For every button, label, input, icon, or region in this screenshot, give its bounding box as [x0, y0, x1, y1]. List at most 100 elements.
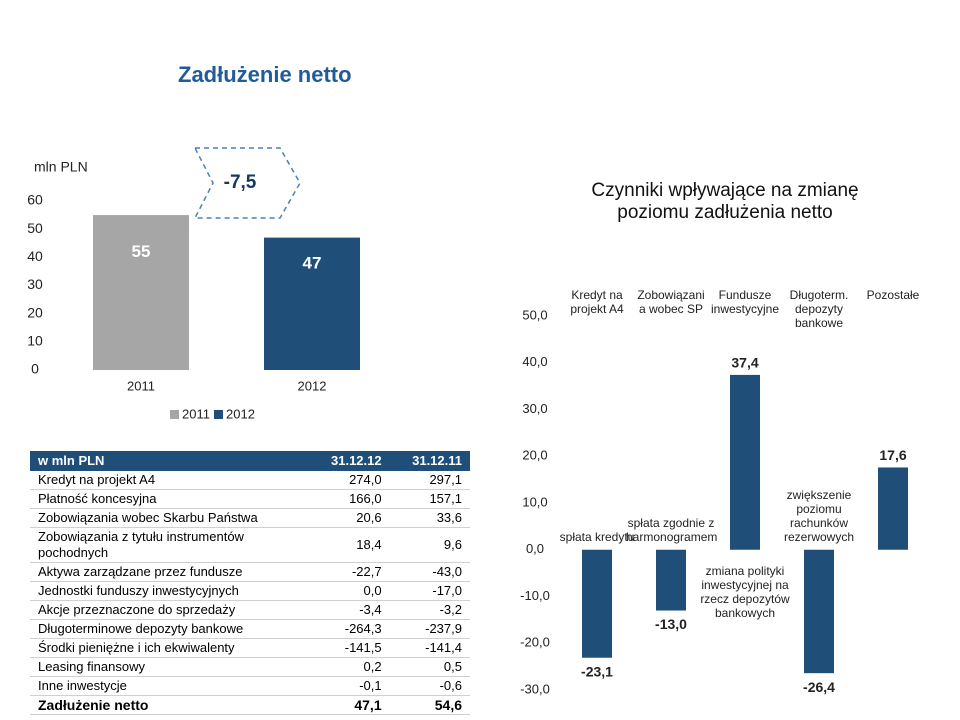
- table-cell: 31.12.12: [280, 451, 390, 471]
- table-cell: 9,6: [389, 527, 470, 563]
- y-tick-label: 20: [27, 304, 43, 320]
- table-cell: Środki pieniężne i ich ekwiwalenty: [30, 638, 281, 658]
- value-label: -13,0: [655, 616, 687, 632]
- table-cell: -3,4: [280, 600, 390, 620]
- bar-annotation: zwiększenie poziomu rachunków rezerwowyc…: [783, 487, 855, 544]
- table-cell: -3,2: [389, 600, 470, 620]
- table-cell: 47,1: [280, 695, 390, 715]
- bar: [93, 215, 189, 370]
- table-cell: Zobowiązania z tytułu instrumentów pocho…: [30, 527, 281, 563]
- y-tick-label: -30,0: [520, 681, 550, 696]
- table-cell: 0,5: [389, 657, 470, 677]
- bar: [804, 549, 834, 674]
- bar-annotation: zmiana polityki inwestycyjnej na rzecz d…: [700, 563, 790, 620]
- table-row: Zobowiązania wobec Skarbu Państwa 20,6 33,…: [30, 508, 470, 528]
- table-cell: -141,5: [280, 638, 390, 658]
- legend-swatch: [214, 410, 223, 419]
- table-cell: Kredyt na projekt A4: [30, 471, 281, 490]
- y-tick-label: 20,0: [522, 448, 547, 463]
- y-tick-label: 50,0: [522, 307, 547, 322]
- category-label: Fundusze inwestycyjne: [710, 288, 780, 316]
- table-row: Kredyt na projekt A4 274,0 297,1: [30, 471, 470, 490]
- y-tick-label: -10,0: [520, 588, 550, 603]
- table-cell: Inne inwestycje: [30, 676, 281, 696]
- table-cell: 31.12.11: [389, 451, 470, 471]
- bar: [656, 549, 686, 611]
- table-cell: -264,3: [280, 619, 390, 639]
- table-cell: -17,0: [389, 581, 470, 601]
- table-cell: Zadłużenie netto: [30, 695, 281, 715]
- table-cell: 166,0: [280, 489, 390, 509]
- value-label: 17,6: [879, 447, 906, 463]
- change-arrow: [193, 147, 301, 219]
- table-cell: 0,0: [280, 581, 390, 601]
- table-cell: Leasing finansowy: [30, 657, 281, 677]
- category-label: Długoterm. depozyty bankowe: [789, 288, 849, 330]
- slide-title: Zadłużenie netto: [178, 62, 352, 87]
- table-row: Akcje przeznaczone do sprzedaży -3,4 -3,2: [30, 600, 470, 620]
- table-cell: Akcje przeznaczone do sprzedaży: [30, 600, 281, 620]
- legend-label: 2012: [226, 406, 255, 421]
- y-tick-label: 0: [31, 361, 39, 377]
- legend-label: 2011: [182, 406, 210, 421]
- value-label: 37,4: [731, 355, 758, 371]
- y-tick-label: -20,0: [520, 635, 550, 650]
- table-cell: 157,1: [389, 489, 470, 509]
- table-row: w mln PLN 31.12.12 31.12.11: [30, 451, 470, 471]
- change-annotation: -7,5: [224, 172, 257, 193]
- y-tick-label: 10,0: [522, 494, 547, 509]
- table-cell: 0,2: [280, 657, 390, 677]
- category-label: Pozostałe: [866, 288, 920, 302]
- table-cell: Długoterminowe depozyty bankowe: [30, 619, 281, 639]
- x-tick-label: 2012: [298, 378, 327, 393]
- value-label: 55: [132, 242, 151, 261]
- table-cell: -0,6: [389, 676, 470, 696]
- y-tick-label: 50: [27, 220, 43, 236]
- table-cell: 274,0: [280, 471, 390, 490]
- table-cell: Aktywa zarządzane przez fundusze: [30, 562, 281, 582]
- category-label: Zobowiązani a wobec SP: [637, 288, 705, 316]
- table-cell: -141,4: [389, 638, 470, 658]
- y-axis-label: mln PLN: [34, 159, 88, 175]
- table-row: Długoterminowe depozyty bankowe -264,3 -23…: [30, 619, 470, 639]
- bar: [878, 467, 908, 550]
- x-tick-label: 2011: [127, 378, 155, 393]
- table-row: Środki pieniężne i ich ekwiwalenty -141,5…: [30, 638, 470, 658]
- table-row: Płatność koncesyjna 166,0 157,1: [30, 489, 470, 509]
- y-tick-label: 60: [27, 192, 43, 208]
- y-tick-label: 30,0: [522, 401, 547, 416]
- bar: [730, 374, 760, 550]
- table-cell: 297,1: [389, 471, 470, 490]
- table-cell: Jednostki funduszy inwestycyjnych: [30, 581, 281, 601]
- table-cell: -22,7: [280, 562, 390, 582]
- bar-annotation: spłata kredytu: [559, 529, 635, 544]
- y-tick-label: 0,0: [526, 541, 544, 556]
- table-cell: 54,6: [389, 695, 470, 715]
- value-label: -26,4: [803, 679, 835, 695]
- table-cell: 33,6: [389, 508, 470, 528]
- bar-annotation: spłata zgodnie z harmonogramem: [626, 515, 718, 544]
- table-row: Zobowiązania z tytułu instrumentów pocho…: [30, 527, 470, 563]
- table-cell: w mln PLN: [30, 451, 281, 471]
- legend-swatch: [170, 410, 179, 419]
- value-label: 47: [303, 253, 322, 272]
- table-cell: -43,0: [389, 562, 470, 582]
- y-tick-label: 40,0: [522, 354, 547, 369]
- y-tick-label: 10: [27, 333, 43, 349]
- chart-title: Czynniki wpływające na zmianę poziomu za…: [591, 180, 859, 223]
- value-label: -23,1: [581, 663, 613, 679]
- table-cell: 18,4: [280, 527, 390, 563]
- table-row: Aktywa zarządzane przez fundusze -22,7 -43…: [30, 562, 470, 582]
- bar: [264, 237, 360, 370]
- table-cell: -237,9: [389, 619, 470, 639]
- table-row: Jednostki funduszy inwestycyjnych 0,0 -17,…: [30, 581, 470, 601]
- bar: [582, 549, 612, 658]
- table-row: Zadłużenie netto 47,1 54,6: [30, 695, 470, 715]
- y-tick-label: 30: [27, 276, 43, 292]
- table-row: Leasing finansowy 0,2 0,5: [30, 657, 470, 677]
- table-row: Inne inwestycje -0,1 -0,6: [30, 676, 470, 696]
- table-cell: 20,6: [280, 508, 390, 528]
- table-cell: -0,1: [280, 676, 390, 696]
